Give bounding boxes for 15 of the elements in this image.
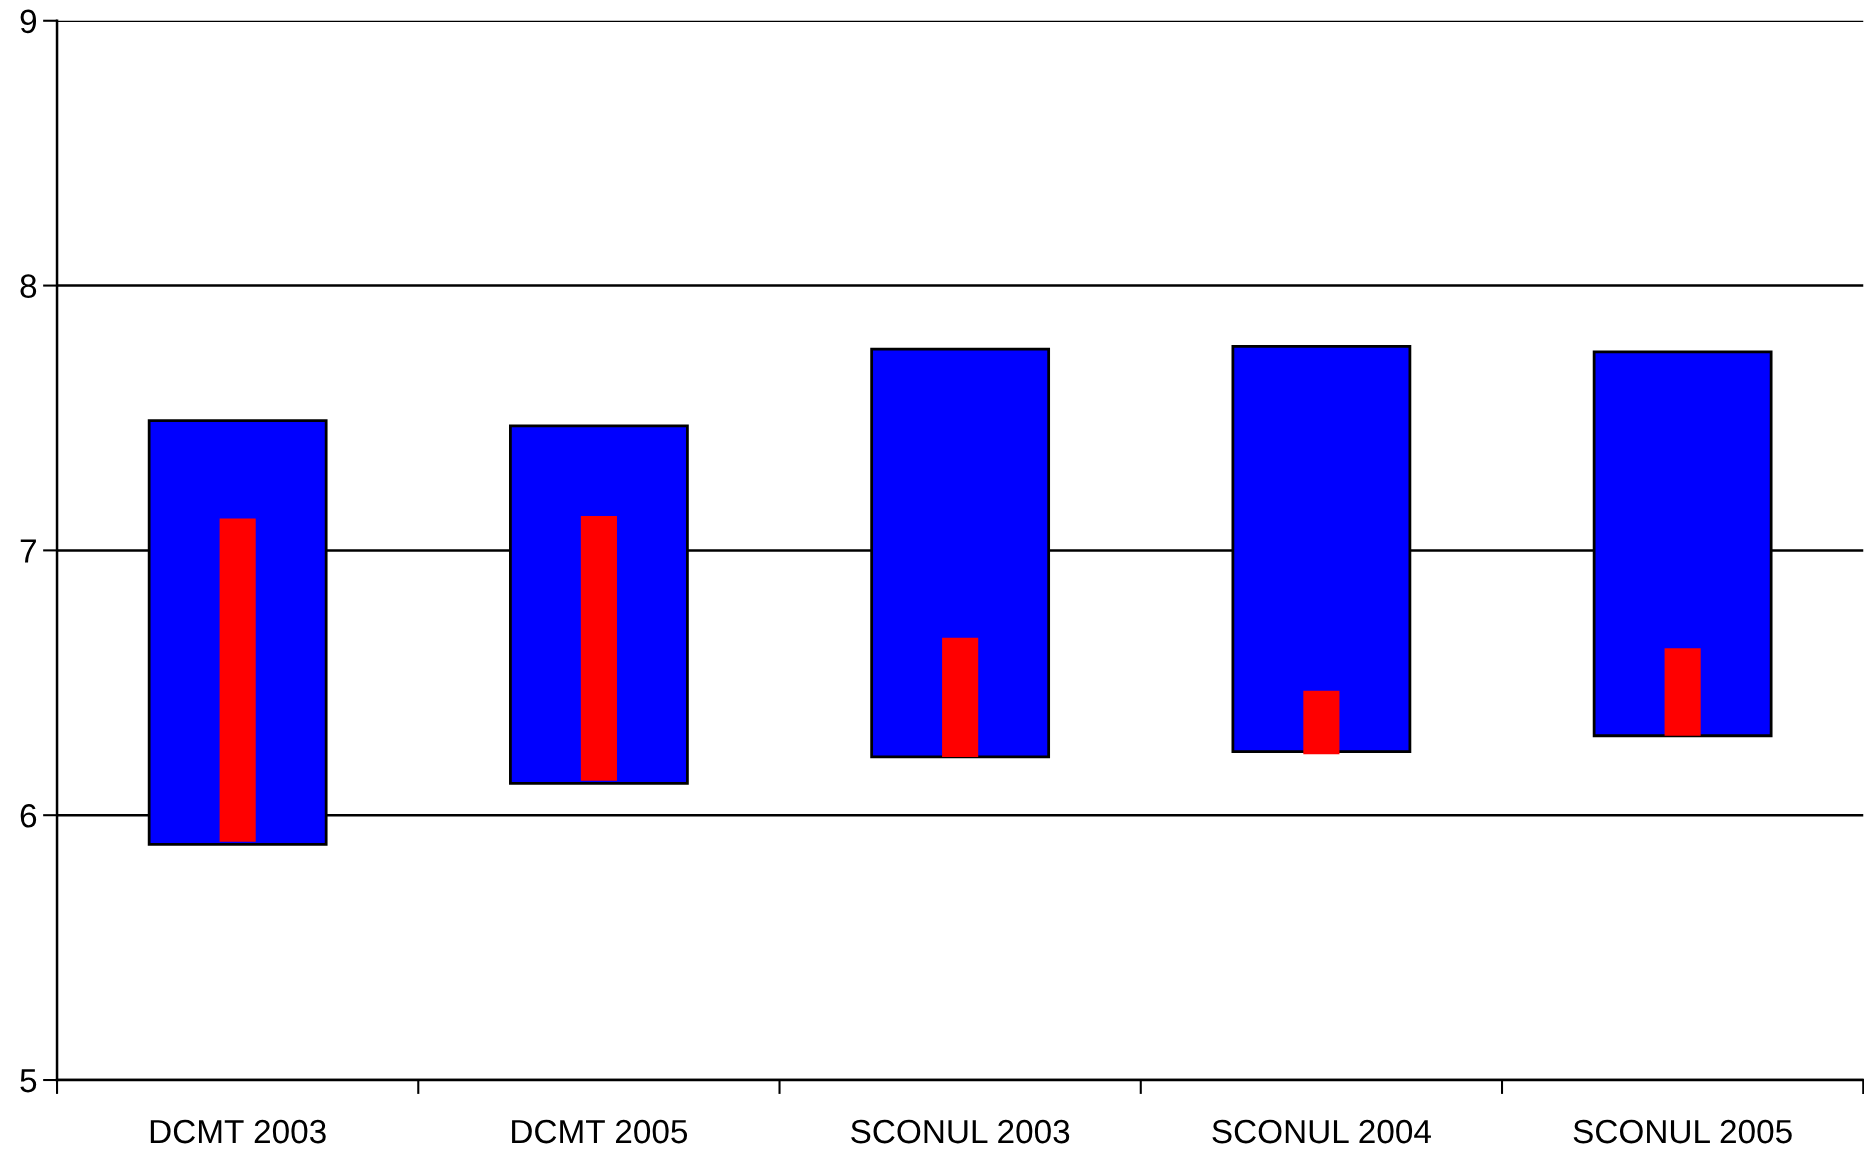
bar: [580, 515, 617, 781]
y-tick-label: 9: [20, 9, 37, 34]
bar: [942, 637, 979, 757]
y-tick-label: 7: [20, 539, 36, 563]
bar: [219, 518, 256, 842]
y-tick-label: 6: [20, 804, 37, 828]
bar: [1664, 648, 1701, 736]
x-tick-label: DCMT 2003: [150, 1119, 326, 1144]
x-tick-label: SCONUL 2004: [1212, 1119, 1431, 1144]
x-tick-label: DCMT 2005: [512, 1119, 688, 1144]
y-tick-label: 8: [20, 274, 37, 298]
bar: [1303, 690, 1340, 755]
x-tick-label: SCONUL 2003: [851, 1119, 1070, 1144]
x-tick-label: SCONUL 2005: [1573, 1119, 1792, 1144]
y-tick-label: 5: [20, 1069, 37, 1093]
